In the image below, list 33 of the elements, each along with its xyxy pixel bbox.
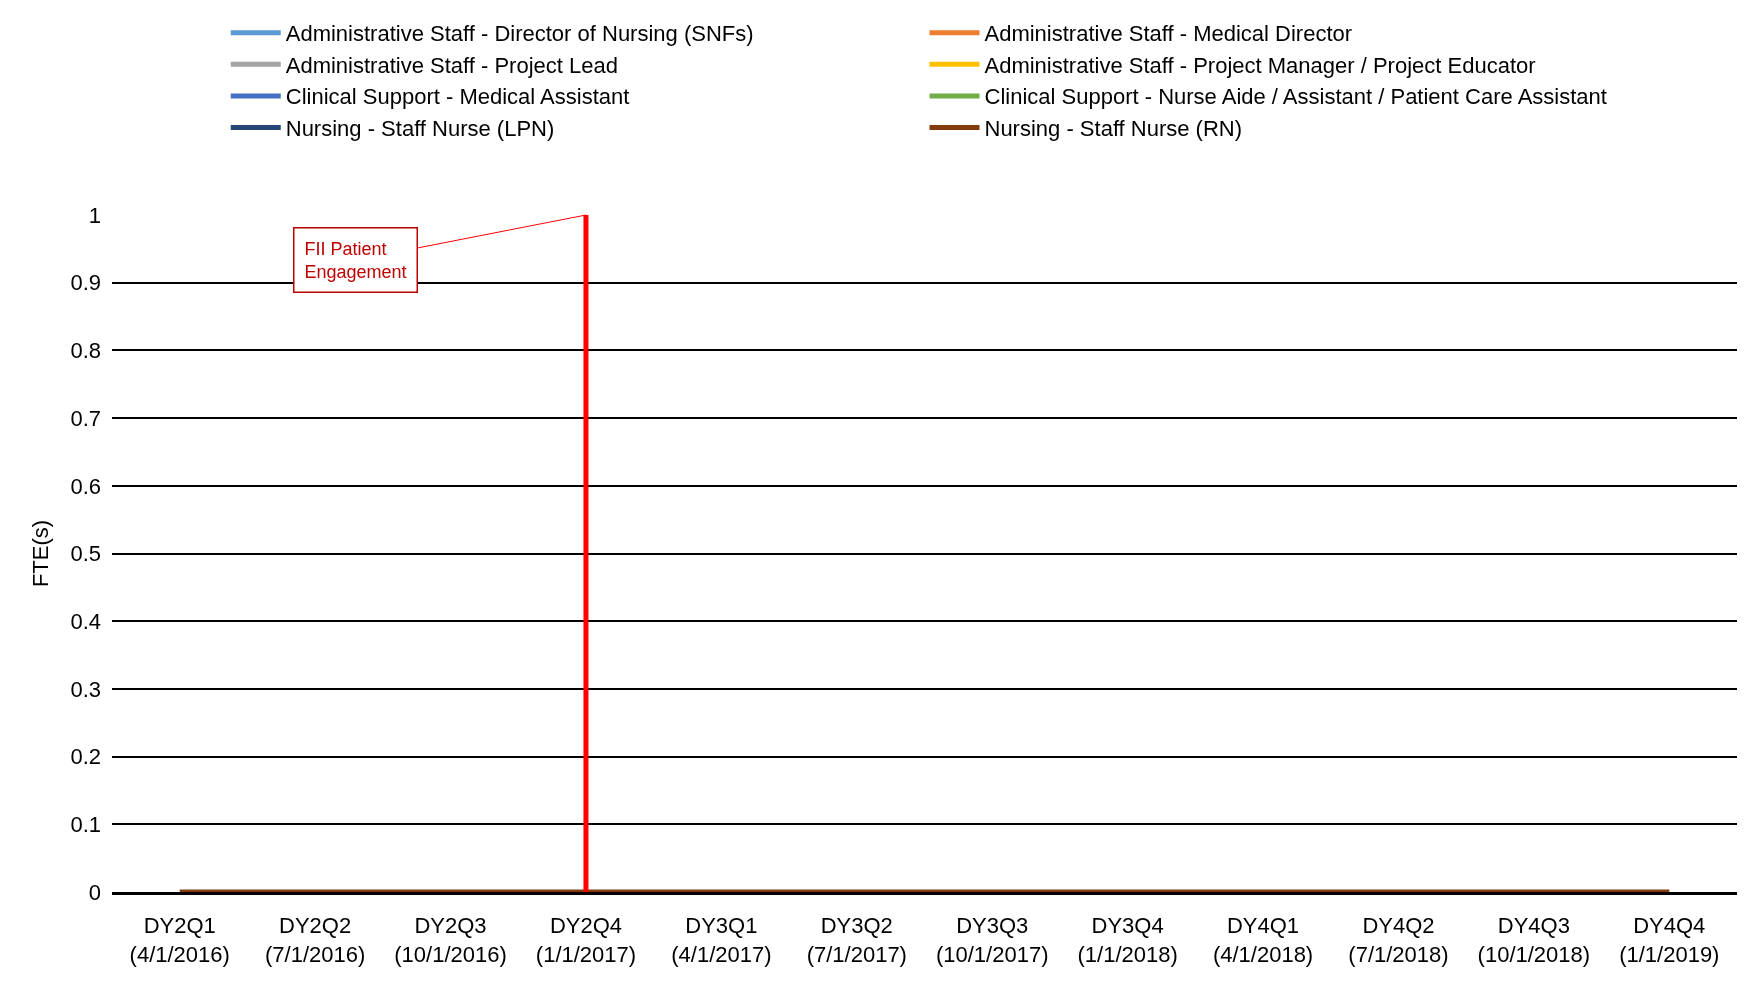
y-tick-label: 1 <box>88 202 101 228</box>
x-tick-label: DY3Q3 (10/1/2017) <box>935 913 1049 967</box>
y-tick-label: 0 <box>88 879 101 905</box>
y-axis-title: FTE(s) <box>28 519 54 588</box>
x-tick-label: DY3Q2 (7/1/2017) <box>806 913 907 967</box>
x-tick-label: DY2Q4 (1/1/2017) <box>535 913 637 967</box>
y-tick-label: 0.1 <box>70 812 101 837</box>
legend-label: Clinical Support - Nurse Aide / Assistant / Patient Care Assistant <box>984 84 1607 110</box>
ref-line-label: FII Patient Engagement <box>304 238 407 282</box>
y-tick-label: 0.5 <box>70 541 101 567</box>
x-tick-label: DY4Q1 (4/1/2018) <box>1212 913 1314 967</box>
y-tick-label: 0.9 <box>70 270 101 296</box>
y-tick-label: 0.2 <box>70 744 101 770</box>
y-tick-label: 0.6 <box>70 473 101 499</box>
legend-label: Administrative Staff - Medical Director <box>984 21 1353 47</box>
legend-label: Administrative Staff - Project Manager / Project Educator <box>984 52 1536 78</box>
x-tick-label: DY3Q1 (4/1/2017) <box>671 913 772 967</box>
legend-label: Clinical Support - Medical Assistant <box>285 84 630 110</box>
x-tick-label: DY2Q3 (10/1/2016) <box>394 913 507 967</box>
x-tick-label: DY4Q2 (7/1/2018) <box>1348 913 1449 967</box>
y-tick-label: 0.8 <box>70 338 101 364</box>
y-tick-label: 0.4 <box>70 608 101 634</box>
legend-label: Administrative Staff - Director of Nursing (SNFs) <box>285 21 754 47</box>
legend-label: Administrative Staff - Project Lead <box>285 52 618 78</box>
legend-label: Nursing - Staff Nurse (RN) <box>984 116 1243 142</box>
legend-label: Nursing - Staff Nurse (LPN) <box>285 116 555 142</box>
x-tick-label: DY4Q4 (1/1/2019) <box>1619 913 1720 967</box>
x-tick-label: DY4Q3 (10/1/2018) <box>1477 913 1591 967</box>
x-tick-label: DY3Q4 (1/1/2018) <box>1077 913 1178 967</box>
y-tick-label: 0.3 <box>70 676 101 702</box>
y-tick-label: 0.7 <box>70 405 101 431</box>
x-tick-label: DY2Q2 (7/1/2016) <box>264 913 366 967</box>
x-tick-label: DY2Q1 (4/1/2016) <box>129 913 230 967</box>
